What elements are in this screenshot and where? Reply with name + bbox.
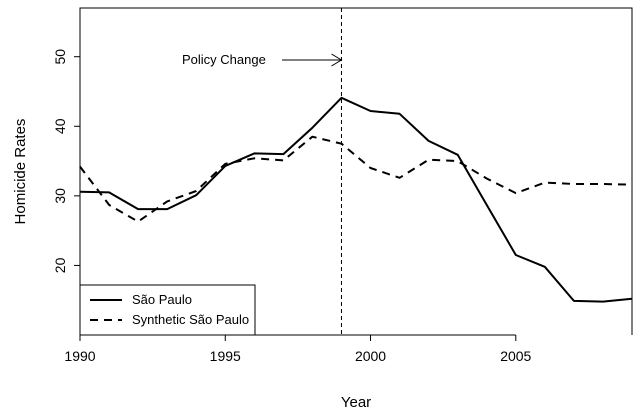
x-tick-label: 1995 [210, 348, 241, 364]
x-axis-ticks: 1990 1995 2000 2005 [64, 334, 532, 364]
x-axis-title: Year [341, 394, 371, 411]
y-tick-label: 30 [52, 188, 68, 204]
y-axis-ticks: 20 30 40 50 [52, 49, 81, 273]
legend: São Paulo Synthetic São Paulo [79, 284, 256, 336]
series-layer [79, 96, 633, 303]
y-axis-title: Homicide Rates [12, 119, 29, 225]
series-line-0 [79, 96, 633, 303]
policy-change-annotation: Policy Change [182, 8, 343, 335]
series-line-1 [79, 135, 633, 223]
legend-label-0: São Paulo [132, 292, 192, 307]
policy-change-label: Policy Change [182, 52, 266, 67]
x-tick-label: 2005 [500, 348, 531, 364]
x-tick-label: 2000 [355, 348, 386, 364]
y-tick-label: 20 [52, 257, 68, 273]
legend-box [79, 284, 256, 336]
legend-label-1: Synthetic São Paulo [132, 312, 249, 327]
y-tick-label: 40 [52, 118, 68, 134]
y-tick-label: 50 [52, 49, 68, 65]
x-tick-label: 1990 [64, 348, 95, 364]
policy-change-arrowhead [331, 53, 343, 67]
